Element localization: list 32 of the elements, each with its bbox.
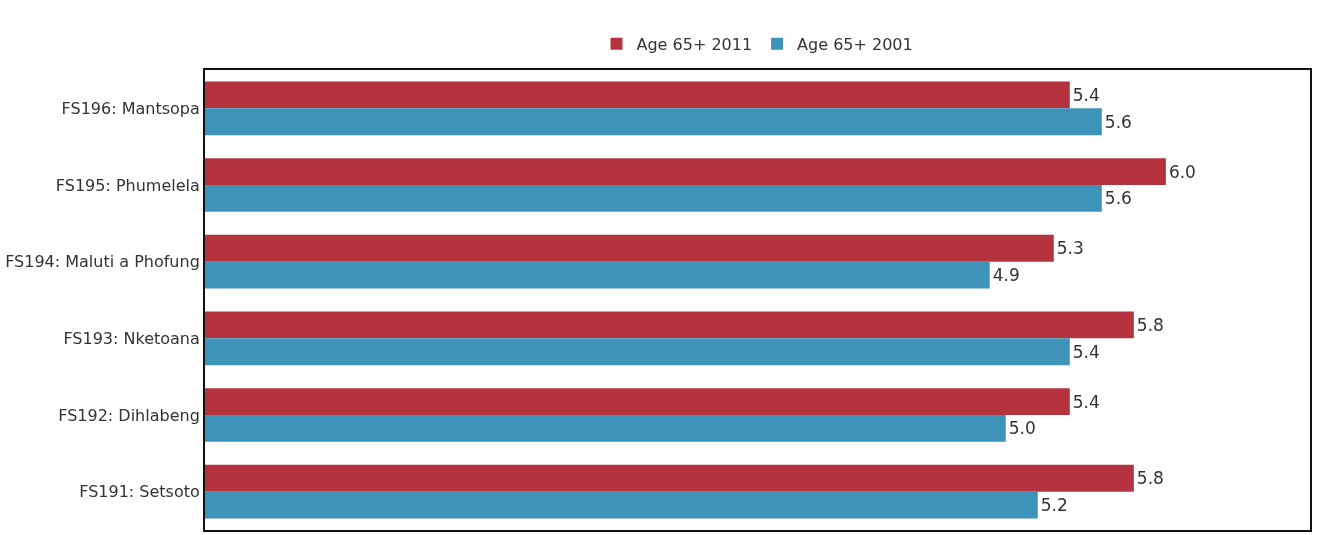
- bar: [205, 464, 1134, 492]
- y-tick-label: FS196: Mantsopa: [61, 98, 200, 118]
- data-label: 5.4: [1072, 341, 1100, 362]
- bar: [205, 261, 990, 289]
- data-label: 5.8: [1136, 468, 1164, 489]
- bar: [205, 338, 1070, 366]
- data-label: 4.9: [992, 265, 1020, 286]
- y-tick-label: FS192: Dihlabeng: [58, 405, 200, 425]
- bar: [205, 108, 1102, 136]
- bar: [205, 415, 1006, 442]
- data-label: 5.0: [1008, 418, 1036, 439]
- y-tick-label: FS191: Setsoto: [79, 482, 200, 502]
- data-label: 6.0: [1168, 161, 1196, 182]
- y-tick-label: FS195: Phumelela: [55, 175, 200, 195]
- data-label: 5.3: [1056, 238, 1084, 259]
- data-label: 5.6: [1104, 111, 1132, 132]
- bar: [205, 81, 1070, 109]
- bar: [205, 311, 1134, 339]
- legend-label: Age 65+ 2001: [797, 34, 913, 54]
- data-label: 5.8: [1136, 314, 1164, 335]
- data-label: 5.6: [1104, 188, 1132, 209]
- bar: [205, 158, 1166, 185]
- bar: [205, 388, 1070, 415]
- data-label: 5.4: [1072, 84, 1100, 105]
- data-label: 5.2: [1040, 495, 1068, 516]
- legend-label: Age 65+ 2011: [636, 34, 753, 54]
- bar: [205, 234, 1054, 262]
- bar: [205, 491, 1038, 519]
- bar: [205, 185, 1102, 212]
- y-tick-label: FS194: Maluti a Phofung: [5, 252, 200, 272]
- data-label: 5.4: [1072, 391, 1100, 412]
- y-tick-label: FS193: Nketoana: [63, 328, 200, 348]
